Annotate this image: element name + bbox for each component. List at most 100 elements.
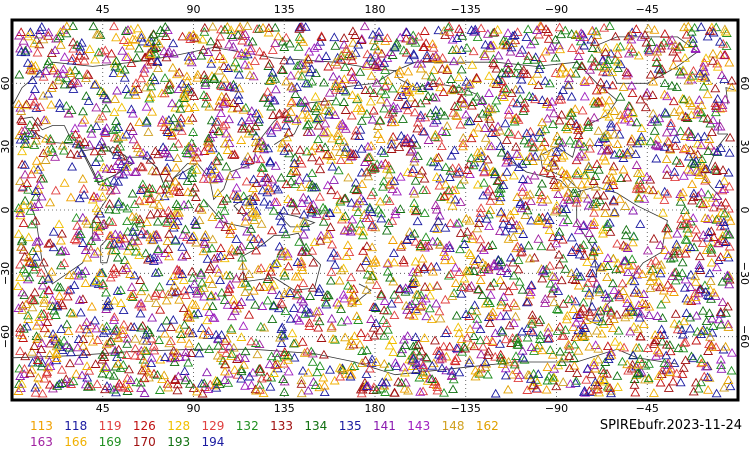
observation-marker — [298, 278, 309, 288]
observation-marker — [29, 96, 40, 106]
observation-marker — [83, 96, 94, 105]
observation-marker — [281, 120, 291, 130]
observation-marker — [224, 114, 234, 124]
observation-marker — [109, 238, 120, 248]
observation-marker — [727, 347, 737, 357]
observation-marker — [232, 191, 243, 201]
legend-item: 118 — [64, 419, 88, 433]
observation-marker — [101, 325, 112, 335]
observation-marker — [240, 346, 251, 356]
observation-marker — [570, 296, 581, 306]
legend-item: 194 — [201, 435, 225, 449]
observation-marker — [465, 78, 475, 88]
observation-marker — [29, 201, 40, 211]
observation-marker — [264, 359, 275, 369]
observation-marker — [45, 361, 56, 371]
observation-marker — [622, 243, 633, 252]
observation-marker — [55, 282, 66, 292]
observation-marker — [514, 225, 524, 234]
observation-marker — [319, 387, 330, 397]
observation-marker — [125, 375, 136, 384]
observation-marker — [315, 164, 326, 174]
observation-marker — [159, 166, 170, 175]
observation-marker — [267, 314, 278, 324]
observation-marker — [109, 21, 119, 31]
observation-marker — [276, 338, 287, 348]
observation-marker — [314, 283, 325, 293]
observation-marker — [545, 241, 556, 251]
observation-marker — [543, 34, 554, 43]
observation-marker — [218, 53, 228, 63]
observation-marker — [534, 334, 545, 343]
observation-marker — [671, 368, 682, 378]
observation-marker — [430, 105, 441, 115]
observation-marker — [723, 375, 734, 384]
top-tick-label: 180 — [365, 3, 386, 16]
observation-marker — [341, 44, 352, 53]
observation-marker — [266, 351, 277, 361]
observation-marker — [609, 129, 620, 139]
observation-marker — [483, 241, 494, 251]
observation-marker — [216, 329, 227, 339]
observation-marker — [708, 232, 719, 241]
observation-marker — [56, 364, 67, 374]
observation-marker — [173, 138, 184, 148]
observation-marker — [336, 265, 347, 275]
observation-marker — [224, 171, 235, 181]
observation-marker — [297, 336, 308, 346]
observation-marker — [61, 374, 72, 383]
observation-marker — [598, 374, 608, 383]
observation-marker — [265, 156, 276, 166]
observation-marker — [499, 92, 509, 101]
observation-marker — [565, 378, 576, 388]
observation-marker — [193, 146, 204, 156]
observation-marker — [237, 252, 248, 262]
observation-marker — [434, 180, 445, 190]
observation-marker — [160, 73, 170, 82]
observation-marker — [338, 263, 349, 273]
observation-marker — [608, 194, 619, 204]
observation-marker — [591, 197, 602, 206]
observation-marker — [358, 246, 369, 255]
observation-marker — [188, 231, 199, 240]
observation-marker — [691, 377, 701, 387]
observation-marker — [199, 22, 210, 32]
observation-marker — [710, 98, 721, 108]
observation-marker — [226, 323, 237, 333]
observation-marker — [614, 292, 625, 302]
observation-marker — [240, 29, 251, 39]
observation-marker — [491, 95, 502, 105]
observation-marker — [251, 245, 262, 255]
observation-marker — [330, 84, 341, 94]
observation-marker — [401, 99, 412, 108]
observation-marker — [168, 345, 179, 355]
observation-marker — [681, 235, 692, 244]
observation-marker — [446, 365, 457, 375]
observation-marker — [424, 303, 435, 313]
observation-marker — [66, 131, 77, 141]
observation-marker — [677, 187, 688, 197]
observation-marker — [330, 334, 340, 344]
observation-marker — [87, 336, 98, 346]
observation-marker — [549, 372, 560, 382]
observation-marker — [593, 354, 604, 364]
observation-marker — [33, 235, 44, 245]
observation-marker — [553, 40, 564, 50]
observation-marker — [296, 98, 307, 107]
observation-marker — [275, 332, 285, 342]
observation-marker — [420, 293, 431, 303]
observation-marker — [556, 94, 567, 104]
observation-marker — [131, 52, 142, 62]
observation-marker — [594, 284, 605, 294]
observation-marker — [434, 349, 444, 359]
observation-marker — [411, 340, 421, 350]
observation-marker — [480, 362, 491, 372]
observation-marker — [410, 175, 421, 185]
observation-marker — [514, 151, 525, 161]
observation-marker — [501, 157, 512, 167]
observation-marker — [185, 312, 195, 322]
observation-marker — [623, 106, 634, 116]
observation-marker — [39, 323, 50, 333]
observation-marker — [517, 284, 528, 294]
observation-marker — [584, 228, 595, 237]
